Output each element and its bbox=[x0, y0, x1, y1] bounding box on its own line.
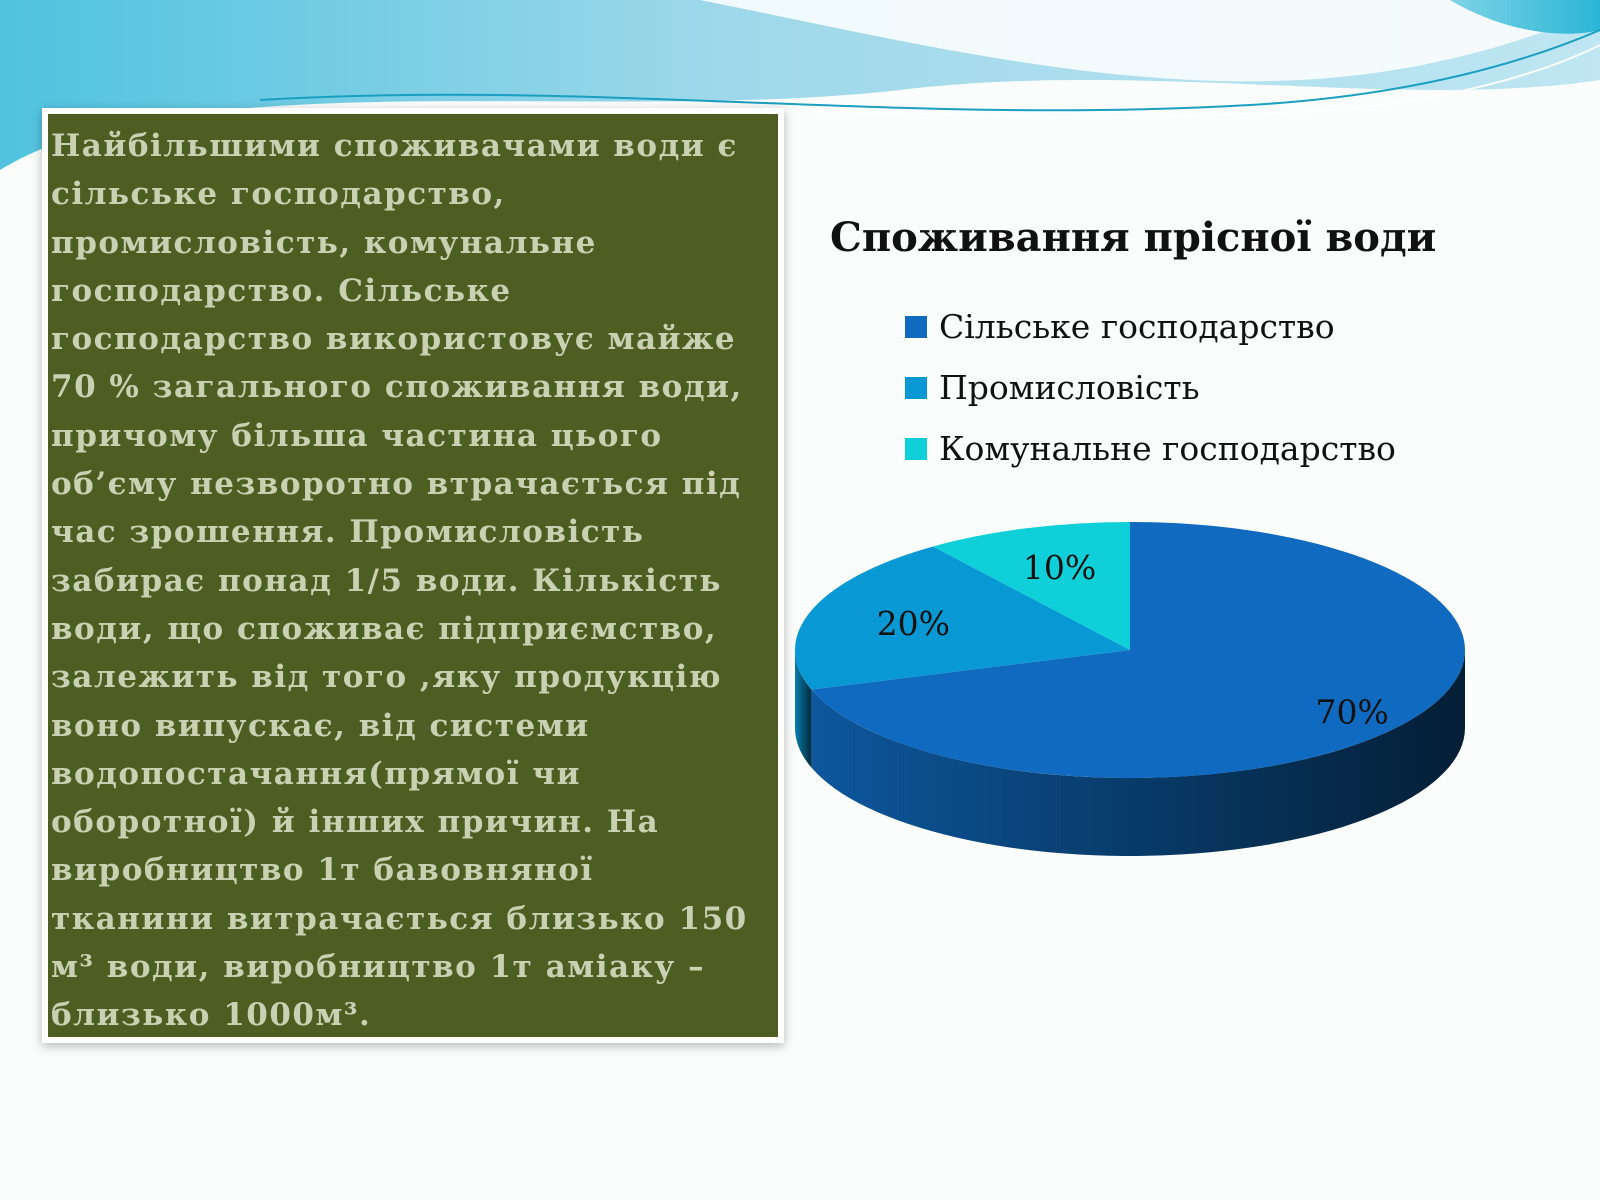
text-line: господарство. Сільське bbox=[51, 272, 512, 309]
text-panel-body: Найбільшими споживачами води є сільське г… bbox=[51, 122, 778, 1040]
text-line: залежить від того ,яку продукцію bbox=[51, 659, 723, 696]
text-line: воно випускає, від системи bbox=[51, 707, 590, 744]
chart-title: Споживання прісної води bbox=[830, 214, 1437, 261]
legend-label: Комунальне господарство bbox=[939, 429, 1396, 468]
text-line: води, що споживає підприємство, bbox=[51, 610, 718, 647]
pie-slice bbox=[933, 522, 1130, 650]
text-line: господарство використовує майже bbox=[51, 321, 737, 358]
pie-data-label: 20% bbox=[877, 604, 950, 643]
pie-slice bbox=[811, 522, 1465, 778]
text-line: 70 % загального споживання води, bbox=[51, 369, 743, 406]
text-line: час зрошення. Промисловість bbox=[51, 514, 645, 551]
text-panel: Найбільшими споживачами води є сільське г… bbox=[42, 108, 784, 1043]
legend-swatch bbox=[905, 437, 927, 460]
text-line: водопостачання(прямої чи bbox=[51, 755, 581, 792]
text-line: м³ води, виробництво 1т аміаку – bbox=[51, 949, 706, 986]
text-panel-background: Найбільшими споживачами води є сільське г… bbox=[48, 114, 778, 1037]
chart-legend: Сільське господарство Промисловість Комуна… bbox=[905, 296, 1396, 479]
text-line: сільське господарство, bbox=[51, 176, 506, 213]
pie-data-label: 10% bbox=[1023, 548, 1096, 587]
legend-item: Комунальне господарство bbox=[905, 418, 1396, 479]
text-line: тканини витрачається близько 150 bbox=[51, 900, 748, 937]
legend-label: Промисловість bbox=[939, 368, 1200, 407]
legend-swatch bbox=[905, 315, 927, 338]
text-line: промисловість, комунальне bbox=[51, 224, 597, 261]
pie-data-label: 70% bbox=[1316, 693, 1389, 732]
text-line: близько 1000м³. bbox=[51, 997, 372, 1034]
legend-swatch bbox=[905, 376, 927, 399]
text-line: причому більша частина цього bbox=[51, 417, 663, 454]
text-line: забирає понад 1/5 води. Кількість bbox=[51, 562, 722, 599]
pie-slice-side bbox=[811, 650, 1465, 856]
legend-item: Промисловість bbox=[905, 357, 1396, 418]
text-line: об’єму незворотно втрачається під bbox=[51, 466, 742, 503]
pie-slice-side bbox=[795, 650, 812, 768]
pie-chart: 70% 20% 10% bbox=[795, 522, 1465, 856]
pie-slice bbox=[795, 546, 1130, 690]
background-waves bbox=[0, 0, 1600, 170]
text-line: Найбільшими споживачами води є bbox=[51, 128, 738, 164]
text-line: оборотної) й інших причин. На bbox=[51, 804, 660, 841]
legend-item: Сільське господарство bbox=[905, 296, 1396, 357]
text-line: виробництво 1т бавовняної bbox=[51, 852, 594, 889]
legend-label: Сільське господарство bbox=[939, 307, 1335, 346]
